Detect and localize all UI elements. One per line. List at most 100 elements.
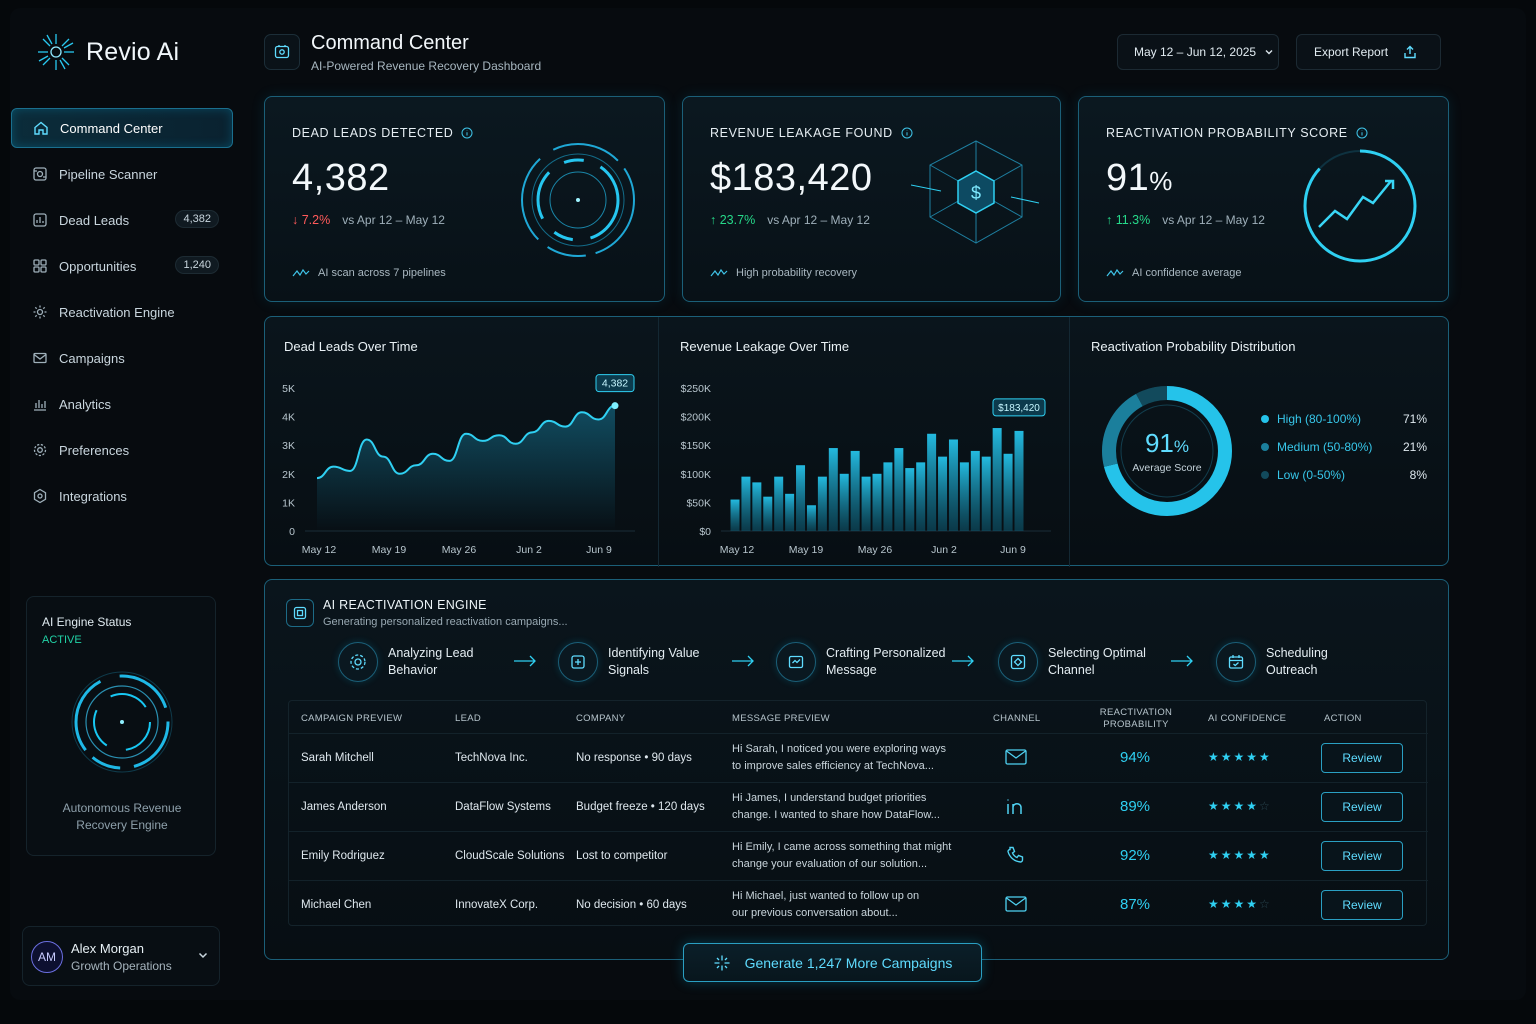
x-tick-label: Jun 2	[516, 544, 542, 556]
kpi-compare: vs Apr 12 – May 12	[342, 213, 445, 227]
table-row[interactable]: Emily Rodriguez CloudScale Solutions Los…	[289, 831, 1428, 880]
bar	[927, 433, 937, 531]
table-row[interactable]: Sarah Mitchell TechNova Inc. No response…	[289, 733, 1428, 782]
date-range-select[interactable]: May 12 – Jun 12, 2025	[1117, 34, 1279, 70]
col-message-preview: MESSAGE PREVIEW	[732, 713, 830, 724]
y-tick-label: $150K	[681, 440, 711, 452]
email-icon[interactable]	[1005, 749, 1027, 765]
col-prob-line2: PROBABILITY	[1103, 719, 1169, 730]
bar	[916, 462, 926, 531]
bar	[883, 462, 893, 531]
step-label-line2: Outreach	[1266, 663, 1318, 677]
date-range-label: May 12 – Jun 12, 2025	[1134, 45, 1257, 59]
line-end-point	[611, 402, 619, 410]
sidebar-item-opportunities[interactable]: Opportunities 1,240	[11, 246, 233, 286]
generate-campaigns-button[interactable]: Generate 1,247 More Campaigns	[683, 943, 982, 982]
scanner-icon	[31, 165, 49, 183]
table-row[interactable]: James Anderson DataFlow Systems Budget f…	[289, 782, 1428, 831]
callout-label: $183,420	[998, 403, 1040, 414]
callout-box	[992, 398, 1046, 417]
logo-burst-icon	[38, 34, 74, 70]
sidebar-item-integrations[interactable]: Integrations	[11, 476, 233, 516]
sidebar-item-command-center[interactable]: Command Center	[11, 108, 233, 148]
review-button[interactable]: Review	[1321, 743, 1403, 773]
chart-divider	[658, 317, 659, 567]
review-button[interactable]: Review	[1321, 890, 1403, 920]
step-label-line1: Crafting Personalized	[826, 646, 946, 660]
sidebar-item-label: Dead Leads	[59, 212, 130, 228]
phone-icon[interactable]	[1006, 845, 1026, 865]
table-row[interactable]: Michael Chen InnovateX Corp. No decision…	[289, 880, 1428, 929]
step-label-line1: Selecting Optimal	[1048, 646, 1146, 660]
campaign-table: CAMPAIGN PREVIEW LEAD COMPANY MESSAGE PR…	[288, 700, 1428, 929]
row-message-line2: change your evaluation of our solution..…	[732, 858, 928, 870]
x-tick-label: Jun 9	[586, 544, 612, 556]
step-label-line2: Channel	[1048, 663, 1095, 677]
channel-icon	[998, 642, 1038, 682]
info-icon[interactable]	[1356, 127, 1368, 139]
revenue-leakage-bar-chart: $0 $50K $100K $150K $200K $250K May 12 May 19 Ma…	[681, 383, 1051, 556]
probability-donut-chart	[1102, 386, 1232, 516]
message-icon	[776, 642, 816, 682]
arrow-right-icon	[952, 655, 974, 667]
legend-pct-high: 71%	[1402, 412, 1427, 426]
col-action: ACTION	[1324, 713, 1362, 724]
step-label-line2: Behavior	[388, 663, 438, 677]
home-icon	[32, 119, 50, 137]
review-button[interactable]: Review	[1321, 792, 1403, 822]
kpi-value: 91%	[1106, 157, 1173, 200]
kpi-label-text: REVENUE LEAKAGE FOUND	[710, 126, 893, 140]
kpi-card-dead-leads: DEAD LEADS DETECTED 4,382 ↓ 7.2% vs Apr …	[264, 96, 665, 302]
row-status: Lost to competitor	[576, 850, 668, 862]
linkedin-icon[interactable]	[1006, 797, 1026, 815]
row-message-line1: Hi Emily, I came across something that m…	[732, 841, 952, 853]
bar	[828, 448, 838, 531]
sidebar-item-campaigns[interactable]: Campaigns	[11, 338, 233, 378]
info-icon[interactable]	[461, 127, 473, 139]
legend-high: High (80-100%)	[1261, 412, 1361, 426]
row-confidence-stars: ★★★★★	[1208, 848, 1272, 862]
step-label: Identifying Value Signals	[608, 645, 726, 679]
info-icon[interactable]	[901, 127, 913, 139]
generate-campaigns-label: Generate 1,247 More Campaigns	[744, 954, 953, 971]
legend-medium: Medium (50-80%)	[1261, 440, 1372, 454]
email-icon[interactable]	[1005, 896, 1027, 912]
y-tick-label: 3K	[282, 440, 295, 452]
row-name: Sarah Mitchell	[301, 752, 374, 764]
bar	[730, 499, 740, 531]
donut-slice	[1102, 386, 1232, 516]
sidebar-item-label: Campaigns	[59, 350, 125, 366]
svg-text:$: $	[971, 183, 981, 203]
row-confidence-stars: ★★★★★	[1208, 750, 1272, 764]
row-name: James Anderson	[301, 801, 387, 813]
dead-leads-count: 4,382	[175, 210, 219, 228]
sidebar-item-pipeline-scanner[interactable]: Pipeline Scanner	[11, 154, 233, 194]
dashboard-icon	[274, 45, 290, 59]
gear-icon	[31, 441, 49, 459]
row-message-line2: change. I wanted to share how DataFlow..…	[732, 809, 940, 821]
kpi-change-down: ↓ 7.2%	[292, 213, 331, 227]
sidebar-item-preferences[interactable]: Preferences	[11, 430, 233, 470]
row-company: CloudScale Solutions	[455, 850, 565, 862]
user-profile-card[interactable]: AM Alex Morgan Growth Operations	[22, 926, 220, 986]
reactivation-engine-panel: AI REACTIVATION ENGINE Generating person…	[264, 579, 1449, 982]
distribution-chart-title: Reactivation Probability Distribution	[1091, 339, 1296, 354]
step-label: Scheduling Outreach	[1266, 645, 1384, 679]
brand-logo[interactable]: Revio Ai	[36, 32, 179, 72]
chevron-down-icon[interactable]	[197, 949, 209, 961]
row-company: InnovateX Corp.	[455, 899, 539, 911]
kpi-footer-text: AI confidence average	[1132, 267, 1242, 279]
sidebar-item-reactivation-engine[interactable]: Reactivation Engine	[11, 292, 233, 332]
row-confidence-stars: ★★★★☆	[1208, 799, 1272, 813]
engine-status-state: ACTIVE	[42, 634, 82, 646]
sidebar-nav: Command Center Pipeline Scanner Dead Lea…	[11, 108, 233, 522]
sidebar-item-analytics[interactable]: Analytics	[11, 384, 233, 424]
step-label: Selecting Optimal Channel	[1048, 645, 1166, 679]
y-tick-label: 1K	[282, 497, 295, 509]
sidebar-item-label: Analytics	[59, 396, 112, 412]
sidebar-item-dead-leads[interactable]: Dead Leads 4,382	[11, 200, 233, 240]
legend-dot	[1261, 415, 1269, 423]
export-report-button[interactable]: Export Report	[1296, 34, 1441, 70]
donut-value-unit: %	[1173, 437, 1190, 456]
review-button[interactable]: Review	[1321, 841, 1403, 871]
